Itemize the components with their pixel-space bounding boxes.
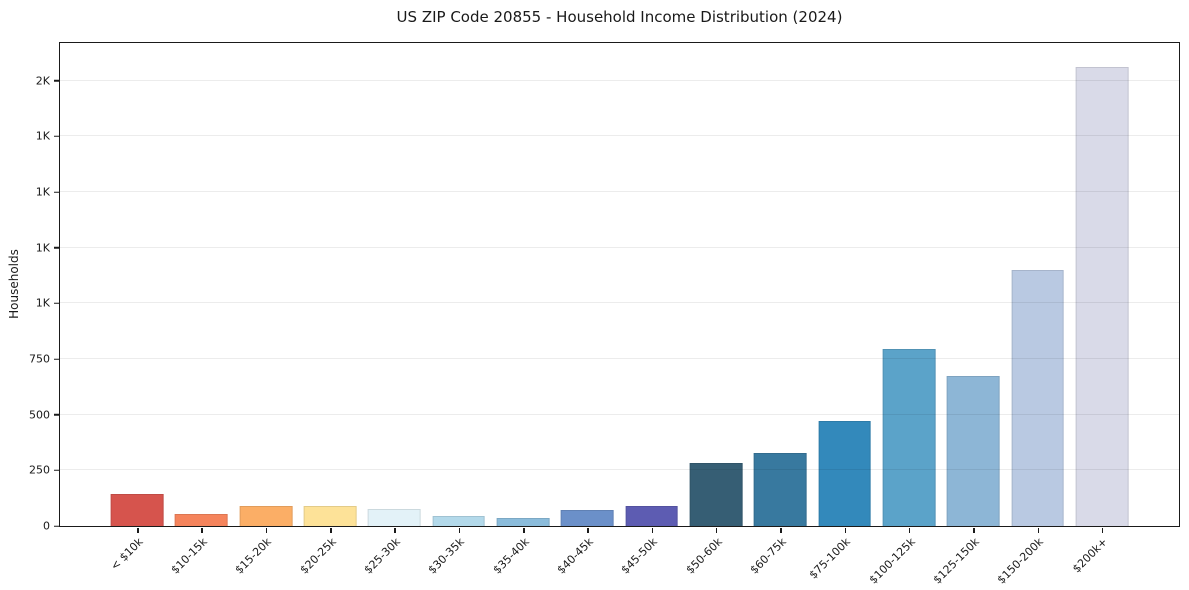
y-tick-label: 2K xyxy=(35,74,50,88)
x-tick-label: $20-25k xyxy=(297,535,339,577)
x-tick-label: $40-45k xyxy=(554,535,596,577)
x-tick-label: $75-100k xyxy=(806,535,854,582)
bar-slot: $150-200k xyxy=(995,43,1069,586)
x-tick-label: $30-35k xyxy=(425,535,468,577)
bar xyxy=(560,509,614,526)
x-tick-mark xyxy=(908,528,911,533)
x-tick-mark xyxy=(523,528,525,533)
gridline xyxy=(60,135,1179,137)
bar-slot: $30-35k xyxy=(426,43,491,577)
y-tick-label: 750 xyxy=(29,352,50,366)
gridline xyxy=(60,413,1179,415)
x-tick-mark xyxy=(844,528,847,533)
bar-slot: $10-15k xyxy=(169,43,233,577)
y-tick-mark xyxy=(54,80,59,82)
bar-slot: $125-150k xyxy=(931,43,1005,586)
bar xyxy=(110,493,164,526)
gridline xyxy=(60,246,1179,248)
x-tick-mark xyxy=(651,528,654,533)
bar xyxy=(1011,270,1064,526)
x-tick-label: $35-40k xyxy=(490,535,532,577)
x-tick-label: $125-150k xyxy=(930,535,982,587)
gridline xyxy=(60,469,1179,471)
x-tick-mark xyxy=(394,528,396,533)
bar xyxy=(368,508,421,526)
x-tick-mark xyxy=(780,528,782,533)
x-tick-mark xyxy=(201,528,203,533)
y-tick-label: 1K xyxy=(35,241,50,255)
x-tick-mark xyxy=(715,528,718,533)
bar xyxy=(239,505,293,526)
bar-slot: $20-25k xyxy=(297,43,362,577)
y-axis-label: Households xyxy=(7,249,21,319)
bar xyxy=(689,462,743,526)
bar-slot: $45-50k xyxy=(619,43,684,577)
bar-slot: $50-60k xyxy=(683,43,748,577)
y-tick-mark xyxy=(54,247,59,249)
y-tick-label: 0 xyxy=(43,519,50,533)
y-tick-mark xyxy=(54,469,59,472)
bars-row: < $10k $10-15k $15-20k $20-25k $25-30k $30-35… xyxy=(60,43,1179,586)
bar-slot: $200k+ xyxy=(1070,43,1134,575)
bar xyxy=(946,375,1000,526)
y-tick-label: 250 xyxy=(29,463,50,477)
x-tick-label: $25-30k xyxy=(361,535,403,577)
gridline xyxy=(60,79,1179,81)
plot-area: 0 250 500 750 1K 1K 1K 1K 2K < $10k $10-15k $15-20… xyxy=(29,42,1180,586)
x-tick-label: $15-20k xyxy=(233,535,275,577)
y-tick-label: 1K xyxy=(35,185,50,199)
bar xyxy=(432,516,486,526)
y-tick-mark xyxy=(54,302,59,305)
bar-slot: $40-45k xyxy=(555,43,619,577)
gridline xyxy=(60,302,1179,304)
x-tick-mark xyxy=(265,528,268,533)
x-tick-label: < $10k xyxy=(108,535,146,573)
gridline xyxy=(60,191,1179,193)
y-tick-label: 1K xyxy=(35,296,50,310)
x-tick-mark xyxy=(137,528,139,533)
bar-slot: $75-100k xyxy=(807,43,876,581)
bar xyxy=(625,506,679,526)
bar-slot: $15-20k xyxy=(233,43,298,577)
x-tick-label: $50-60k xyxy=(683,535,725,577)
x-tick-mark xyxy=(587,528,589,533)
bar xyxy=(496,517,550,526)
x-tick-label: $10-15k xyxy=(168,535,210,577)
bar-slot: $60-75k xyxy=(748,43,812,577)
x-tick-label: $45-50k xyxy=(618,535,661,577)
bar-slot: < $10k xyxy=(105,43,169,573)
bar-slot: $25-30k xyxy=(362,43,426,577)
y-tick-mark xyxy=(54,525,59,527)
bar xyxy=(753,452,807,526)
gridline xyxy=(60,358,1179,360)
x-tick-label: $100-125k xyxy=(866,535,918,587)
y-tick-mark xyxy=(54,358,59,360)
x-tick-label: $60-75k xyxy=(747,535,789,577)
bar xyxy=(818,421,871,526)
x-tick-mark xyxy=(973,528,975,533)
y-tick-label: 1K xyxy=(35,129,50,143)
x-tick-mark xyxy=(458,528,461,533)
y-tick-label: 500 xyxy=(29,408,50,422)
bar-slot: $35-40k xyxy=(490,43,555,577)
y-tick-mark xyxy=(54,135,59,138)
x-tick-mark xyxy=(1101,528,1104,533)
bar xyxy=(303,506,357,526)
y-tick-mark xyxy=(54,413,59,416)
bar-slot: $100-125k xyxy=(866,43,941,586)
bar xyxy=(175,514,228,526)
bar xyxy=(882,349,936,526)
chart-title: US ZIP Code 20855 - Household Income Dis… xyxy=(396,8,843,26)
x-tick-mark xyxy=(330,528,332,533)
bar xyxy=(1075,67,1129,526)
y-tick-mark xyxy=(54,191,59,193)
x-tick-label: $150-200k xyxy=(994,535,1047,587)
x-tick-label: $200k+ xyxy=(1070,535,1111,576)
x-tick-mark xyxy=(1037,528,1040,533)
